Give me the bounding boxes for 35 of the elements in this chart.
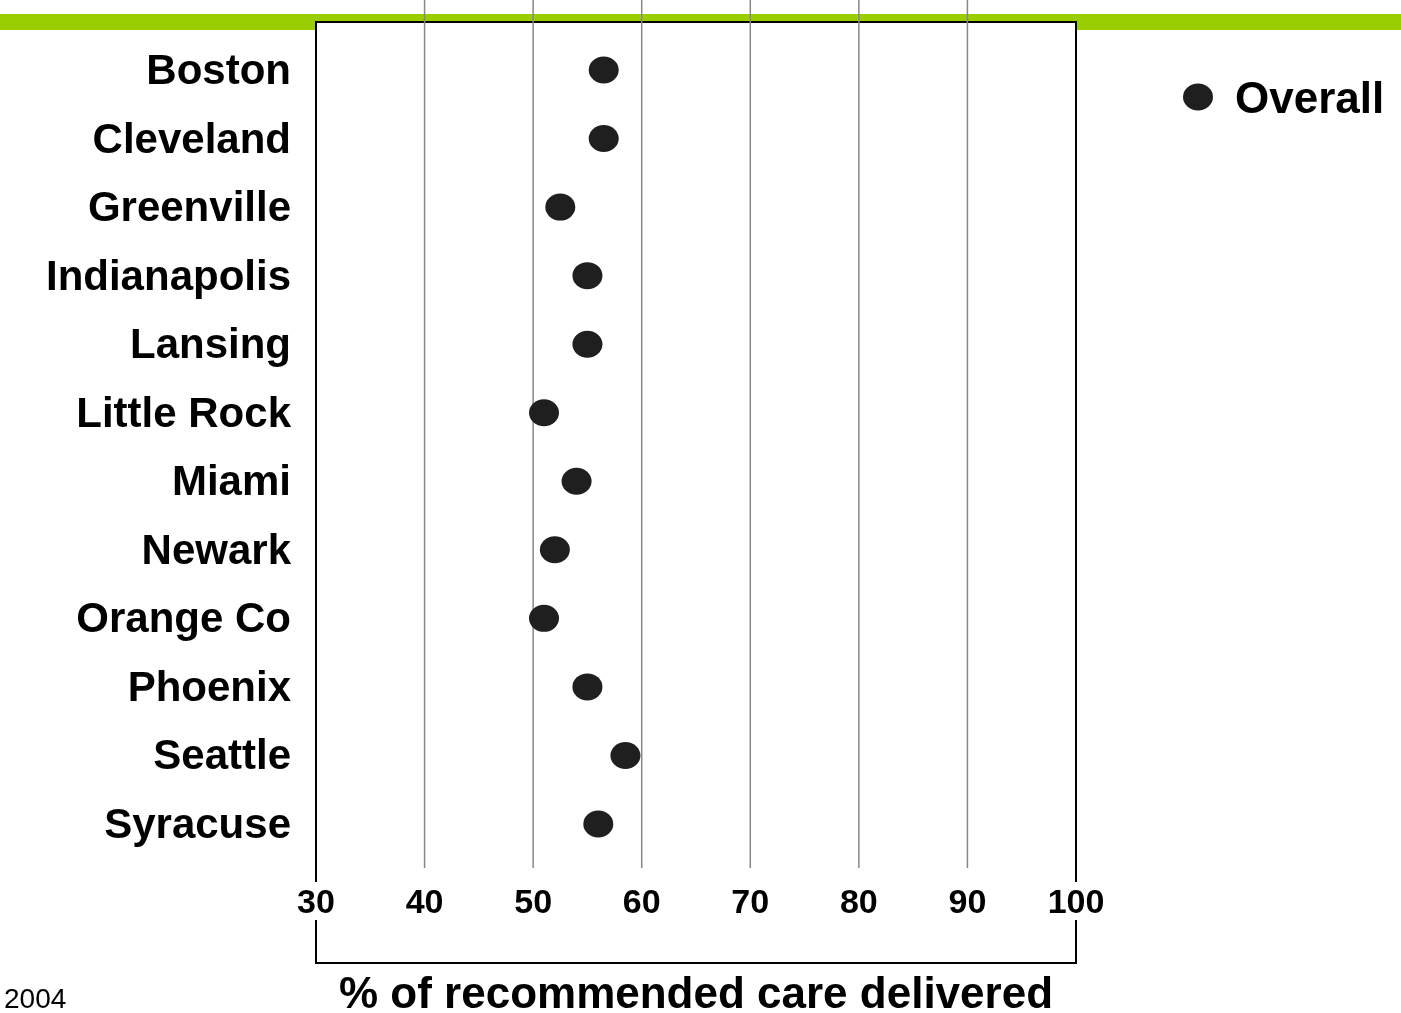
y-tick-label: Newark bbox=[141, 525, 292, 573]
y-tick-label: Phoenix bbox=[127, 662, 292, 710]
y-tick-label: Lansing bbox=[129, 320, 291, 368]
y-tick-label: Indianapolis bbox=[45, 251, 291, 299]
x-tick-label: 70 bbox=[731, 882, 770, 920]
x-tick-label: 50 bbox=[514, 882, 553, 920]
point bbox=[539, 536, 570, 564]
y-tick-label: Little Rock bbox=[76, 388, 292, 436]
y-tick-label: Greenville bbox=[87, 183, 291, 231]
x-tick-label: 30 bbox=[297, 882, 335, 920]
point bbox=[529, 399, 559, 427]
y-tick-label: Seattle bbox=[153, 731, 291, 779]
x-tick-label: 100 bbox=[1047, 882, 1105, 920]
text: 2004 bbox=[4, 983, 67, 1013]
y-tick-label: Cleveland bbox=[92, 114, 291, 162]
point bbox=[588, 56, 619, 84]
point bbox=[572, 673, 603, 701]
x-axis-title: % of recommended care delivered bbox=[338, 968, 1054, 1013]
point bbox=[588, 125, 619, 153]
y-tick-label: Boston bbox=[146, 46, 291, 93]
y-tick-label: Miami bbox=[171, 457, 291, 505]
point bbox=[583, 810, 614, 838]
x-tick-label: 60 bbox=[622, 882, 661, 920]
point bbox=[561, 467, 592, 495]
x-tick-label: 40 bbox=[405, 882, 444, 920]
point bbox=[545, 193, 576, 221]
point bbox=[572, 262, 603, 290]
x-tick-label: 80 bbox=[839, 882, 878, 920]
legend-label: Overall bbox=[1235, 73, 1385, 122]
y-tick-label: Syracuse bbox=[104, 800, 291, 847]
point bbox=[572, 330, 603, 358]
y-tick-label: Orange Co bbox=[76, 594, 291, 642]
point bbox=[610, 741, 641, 769]
x-tick-label: 90 bbox=[948, 882, 987, 920]
point bbox=[529, 604, 559, 632]
